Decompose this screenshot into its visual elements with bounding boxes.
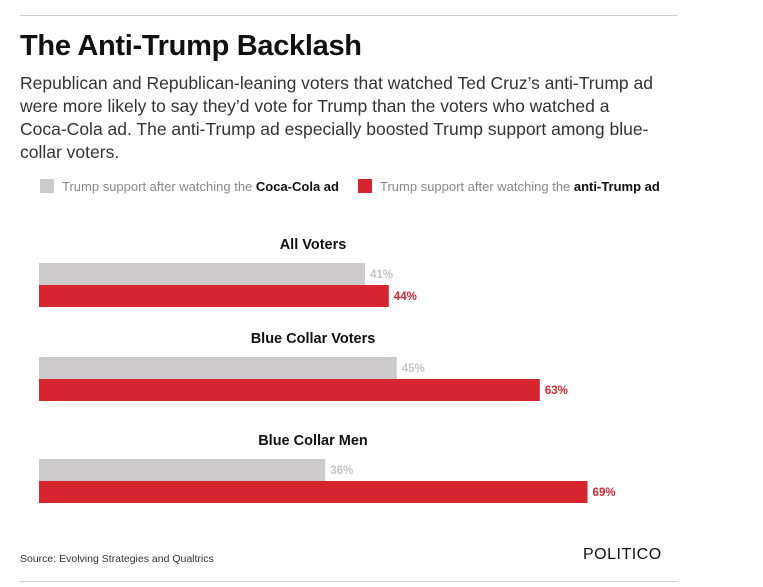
value-label-anti-trump-blue-collar-voters: 63% bbox=[545, 385, 568, 397]
legend-anti-trump-bold: anti-Trump ad bbox=[573, 179, 660, 194]
top-rule bbox=[20, 15, 678, 16]
bar-coca-cola-all-voters bbox=[39, 263, 365, 285]
category-label-all-voters: All Voters bbox=[280, 237, 347, 253]
chart-title: The Anti-Trump Backlash bbox=[20, 30, 362, 62]
value-label-coca-cola-blue-collar-men: 36% bbox=[330, 465, 353, 477]
legend-swatch-anti-trump bbox=[358, 179, 372, 193]
bar-anti-trump-blue-collar-men bbox=[39, 481, 588, 503]
bottom-rule bbox=[20, 581, 678, 582]
category-label-blue-collar-voters: Blue Collar Voters bbox=[251, 331, 376, 347]
source-note: Source: Evolving Strategies and Qualtric… bbox=[20, 553, 214, 565]
value-label-anti-trump-blue-collar-men: 69% bbox=[593, 487, 616, 499]
value-label-anti-trump-all-voters: 44% bbox=[394, 291, 417, 303]
legend-swatch-coca-cola bbox=[40, 179, 54, 193]
legend-item-coca-cola: Trump support after watching the Coca-Co… bbox=[40, 179, 339, 194]
politico-logo: POLITICO bbox=[583, 546, 662, 563]
legend-coca-cola-bold: Coca-Cola ad bbox=[255, 179, 339, 194]
category-label-blue-collar-men: Blue Collar Men bbox=[258, 433, 368, 449]
legend-coca-cola-prefix: Trump support after watching the bbox=[62, 179, 256, 194]
bar-anti-trump-all-voters bbox=[39, 285, 389, 307]
bar-anti-trump-blue-collar-voters bbox=[39, 379, 540, 401]
legend-anti-trump-prefix: Trump support after watching the bbox=[380, 179, 574, 194]
chart-subtitle: Republican and Republican-leaning voters… bbox=[20, 73, 653, 162]
value-label-coca-cola-blue-collar-voters: 45% bbox=[402, 363, 425, 375]
bar-coca-cola-blue-collar-voters bbox=[39, 357, 397, 379]
value-label-coca-cola-all-voters: 41% bbox=[370, 269, 393, 281]
legend-item-anti-trump: Trump support after watching the anti-Tr… bbox=[358, 179, 660, 194]
bar-coca-cola-blue-collar-men bbox=[39, 459, 326, 481]
